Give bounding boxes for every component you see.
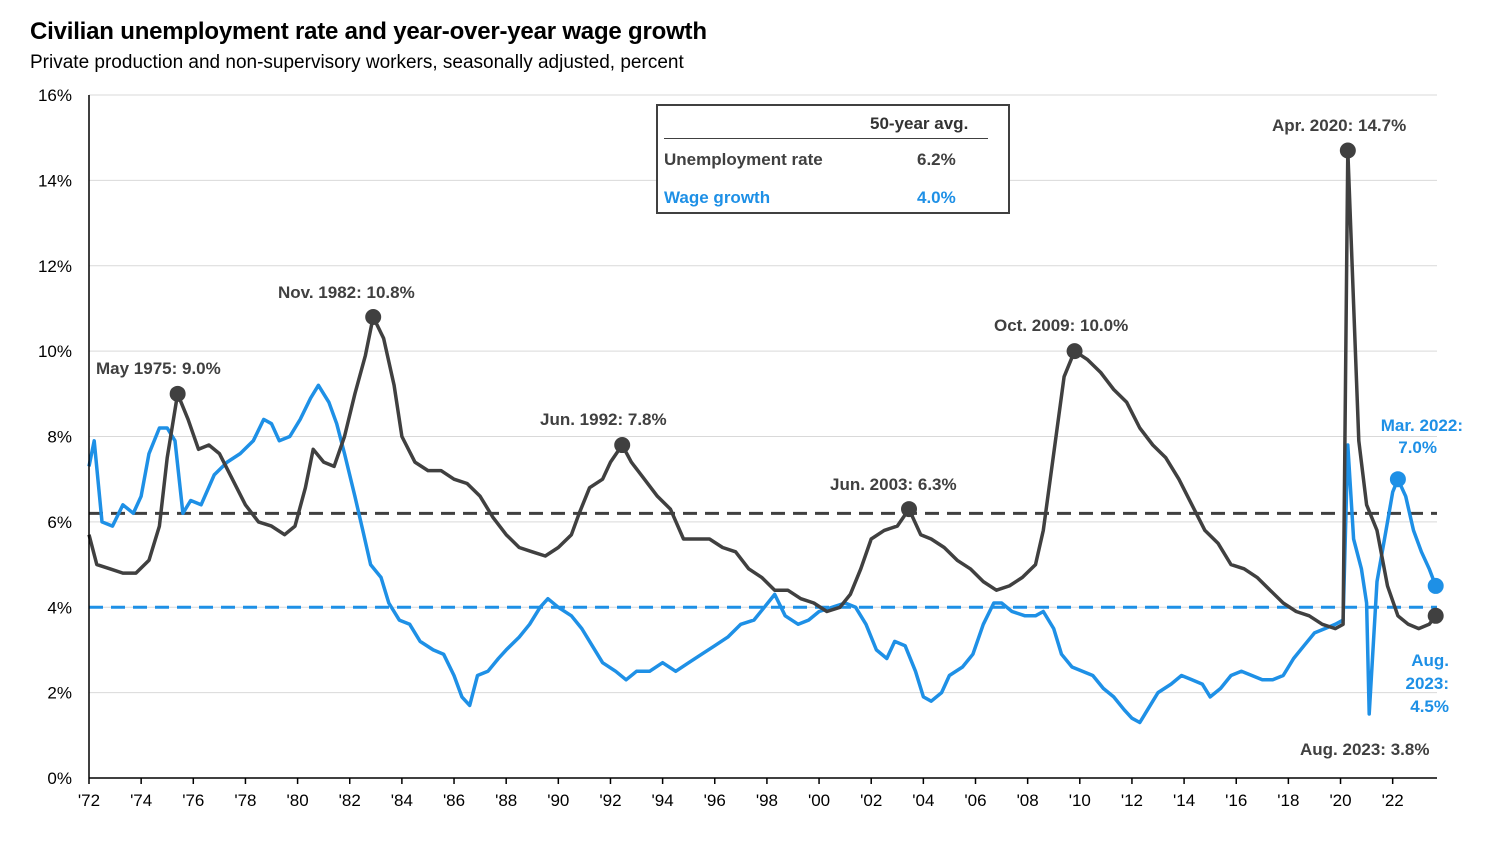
- highlight-marker: [365, 308, 382, 325]
- averages-legend: 50-year avg. Unemployment rate 6.2% Wage…: [656, 104, 1010, 214]
- legend-header-divider: [664, 138, 988, 139]
- legend-row-wage-growth: Wage growth 4.0%: [664, 188, 1008, 212]
- annotation-may1975: May 1975: 9.0%: [96, 359, 221, 378]
- highlight-marker: [1066, 343, 1083, 360]
- x-tick-label: '20: [1329, 791, 1351, 810]
- x-tick-label: '12: [1121, 791, 1143, 810]
- x-tick-label: '76: [182, 791, 204, 810]
- highlight-marker: [1389, 471, 1406, 488]
- chart-subtitle: Private production and non-supervisory w…: [30, 52, 684, 73]
- annotation-aug2023-wage-line2: 2023:: [1406, 674, 1449, 693]
- highlight-markers: [169, 142, 1444, 624]
- x-tick-label: '92: [599, 791, 621, 810]
- unemployment-rate-line: [87, 148, 1438, 631]
- highlight-marker: [1339, 142, 1356, 159]
- x-axis-ticks: '72 '74 '76 '78 '80 '82 '84 '86 '88 '90 '92 '94 '96 '…: [78, 791, 1404, 810]
- legend-header: 50-year avg.: [870, 114, 969, 133]
- annotation-mar2022-line1: Mar. 2022:: [1381, 416, 1463, 435]
- annotation-oct2009: Oct. 2009: 10.0%: [994, 316, 1128, 335]
- x-tick-label: '82: [339, 791, 361, 810]
- annotations: May 1975: 9.0% Nov. 1982: 10.8% Jun. 199…: [96, 116, 1463, 759]
- highlight-marker: [1427, 607, 1444, 624]
- x-tick-label: '74: [130, 791, 152, 810]
- wage-growth-line: [87, 383, 1438, 725]
- x-tick-label: '06: [964, 791, 986, 810]
- x-tick-label: '18: [1277, 791, 1299, 810]
- y-tick-label: 10%: [38, 342, 72, 361]
- y-tick-label: 2%: [47, 684, 72, 703]
- annotation-mar2022-line2: 7.0%: [1398, 438, 1437, 457]
- highlight-marker: [1427, 577, 1444, 594]
- annotation-aug2023-unemployment: Aug. 2023: 3.8%: [1300, 740, 1429, 759]
- x-tick-label: '04: [912, 791, 934, 810]
- axes: [88, 95, 1437, 784]
- y-tick-label: 6%: [47, 513, 72, 532]
- x-tick-label: '96: [704, 791, 726, 810]
- x-tick-label: '90: [547, 791, 569, 810]
- x-tick-label: '72: [78, 791, 100, 810]
- y-axis-ticks: 0% 2% 4% 6% 8% 10% 12% 14% 16%: [38, 86, 72, 788]
- series-lines: [87, 148, 1438, 725]
- x-tick-label: '16: [1225, 791, 1247, 810]
- highlight-marker: [169, 385, 186, 402]
- annotation-aug2023-wage-line3: 4.5%: [1410, 697, 1449, 716]
- x-tick-label: '02: [860, 791, 882, 810]
- x-tick-label: '98: [756, 791, 778, 810]
- annotation-jun2003: Jun. 2003: 6.3%: [830, 475, 957, 494]
- legend-label-unemployment: Unemployment rate: [664, 150, 823, 169]
- x-tick-label: '80: [287, 791, 309, 810]
- legend-label-wage-growth: Wage growth: [664, 188, 771, 207]
- x-tick-label: '86: [443, 791, 465, 810]
- annotation-aug2023-wage-line1: Aug.: [1411, 651, 1449, 670]
- x-tick-label: '08: [1017, 791, 1039, 810]
- legend-value-wage-growth: 4.0%: [917, 188, 956, 207]
- highlight-marker: [901, 501, 918, 518]
- annotation-apr2020: Apr. 2020: 14.7%: [1272, 116, 1406, 135]
- annotation-jun1992: Jun. 1992: 7.8%: [540, 410, 667, 429]
- x-tick-label: '14: [1173, 791, 1195, 810]
- annotation-nov1982: Nov. 1982: 10.8%: [278, 283, 415, 302]
- y-tick-label: 4%: [47, 598, 72, 617]
- y-tick-label: 14%: [38, 171, 72, 190]
- y-tick-label: 0%: [47, 769, 72, 788]
- x-tick-label: '94: [652, 791, 674, 810]
- x-tick-label: '88: [495, 791, 517, 810]
- legend-row-unemployment: Unemployment rate 6.2%: [664, 150, 1008, 174]
- x-tick-label: '78: [234, 791, 256, 810]
- highlight-marker: [614, 437, 631, 454]
- y-tick-label: 8%: [47, 428, 72, 447]
- legend-value-unemployment: 6.2%: [917, 150, 956, 169]
- x-tick-label: '10: [1069, 791, 1091, 810]
- x-tick-label: '84: [391, 791, 413, 810]
- y-tick-label: 12%: [38, 257, 72, 276]
- y-tick-label: 16%: [38, 86, 72, 105]
- x-tick-label: '00: [808, 791, 830, 810]
- chart-title: Civilian unemployment rate and year-over…: [30, 18, 707, 45]
- x-tick-label: '22: [1382, 791, 1404, 810]
